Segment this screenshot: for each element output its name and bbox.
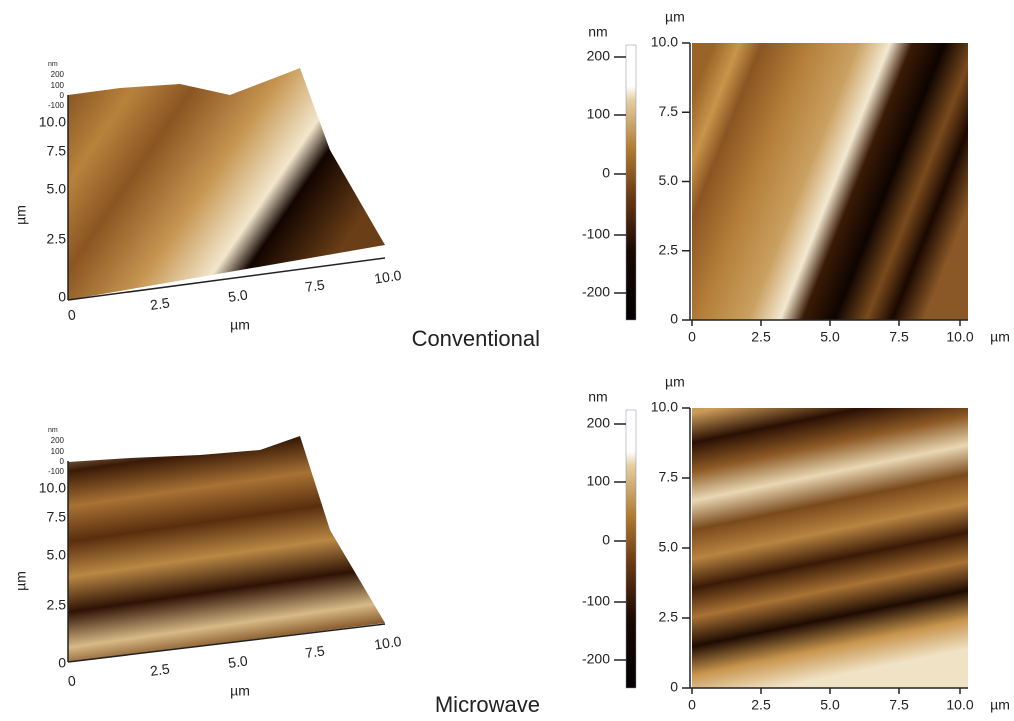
x-tick-label: 10.0 [373, 633, 402, 653]
map-y-unit: µm [665, 374, 685, 390]
map-x-tick-label: 5.0 [820, 329, 840, 345]
color-bar [626, 45, 636, 320]
y-tick-label: 0 [58, 655, 66, 671]
scale-unit: nm [588, 389, 607, 405]
map-x-tick-label: 2.5 [751, 329, 771, 345]
y-tick-label: 7.5 [47, 509, 67, 525]
x-tick-label: 10.0 [373, 267, 402, 287]
z-unit: nm [48, 427, 58, 434]
map-x-tick-label: 10.0 [946, 329, 973, 345]
map-x-tick-label: 7.5 [889, 697, 909, 713]
sample-label: Conventional [412, 326, 540, 351]
y-label: µm [13, 205, 29, 225]
x-tick-label: 5.0 [227, 286, 249, 305]
map-y-tick-label: 5.0 [659, 172, 679, 188]
x-tick-label: 7.5 [304, 642, 326, 661]
map-y-tick-label: 0 [670, 679, 678, 695]
y-tick-label: 2.5 [47, 597, 67, 613]
x-tick-label: 7.5 [304, 276, 326, 295]
map-x-tick-label: 7.5 [889, 329, 909, 345]
height-map [692, 408, 968, 688]
map-y-tick-label: 2.5 [659, 609, 679, 625]
figure: nm2001000-10002.55.07.510.0µm02.55.07.51… [0, 0, 1014, 716]
y-tick-label: 5.0 [47, 181, 67, 197]
map-x-tick-label: 10.0 [946, 697, 973, 713]
z-tick-label: 100 [51, 81, 65, 90]
scale-tick-label: 0 [602, 165, 610, 181]
scale-tick-label: 100 [587, 106, 611, 122]
y-label: µm [13, 571, 29, 591]
sample-label: Microwave [435, 692, 540, 716]
map-x-tick-label: 0 [688, 697, 696, 713]
z-tick-label: -100 [48, 467, 65, 476]
surface-3d [68, 68, 385, 300]
scale-tick-label: -200 [582, 651, 610, 667]
scale-tick-label: -200 [582, 284, 610, 300]
map-x-tick-label: 0 [688, 329, 696, 345]
scale-tick-label: 100 [587, 473, 611, 489]
x-tick-label: 2.5 [149, 294, 171, 313]
z-tick-label: 200 [51, 70, 65, 79]
map-y-unit: µm [665, 9, 685, 25]
x-tick-label: 0 [67, 306, 77, 323]
x-tick-label: 0 [67, 672, 77, 689]
z-tick-label: 100 [51, 447, 65, 456]
color-bar [626, 410, 636, 688]
surface-3d [68, 436, 385, 662]
x-tick-label: 2.5 [149, 660, 171, 679]
map-y-tick-label: 10.0 [651, 399, 678, 415]
y-tick-label: 2.5 [47, 231, 67, 247]
map-y-tick-label: 2.5 [659, 241, 679, 257]
map-x-tick-label: 5.0 [820, 697, 840, 713]
z-tick-label: 0 [60, 91, 65, 100]
scale-tick-label: 0 [602, 532, 610, 548]
scale-tick-label: -100 [582, 226, 610, 242]
scale-unit: nm [588, 24, 607, 40]
x-label: µm [230, 683, 250, 699]
y-tick-label: 7.5 [47, 143, 67, 159]
scale-tick-label: -100 [582, 593, 610, 609]
map-x-unit: µm [990, 329, 1010, 345]
map-y-tick-label: 7.5 [659, 469, 679, 485]
scale-tick-label: 200 [587, 48, 611, 64]
x-label: µm [230, 317, 250, 333]
map-y-tick-label: 7.5 [659, 103, 679, 119]
z-tick-label: 200 [51, 436, 65, 445]
z-tick-label: 0 [60, 457, 65, 466]
z-tick-label: -100 [48, 101, 65, 110]
y-tick-label: 5.0 [47, 547, 67, 563]
scale-tick-label: 200 [587, 415, 611, 431]
y-tick-label: 0 [58, 289, 66, 305]
map-y-tick-label: 5.0 [659, 539, 679, 555]
z-unit: nm [48, 61, 58, 68]
y-tick-label: 10.0 [39, 480, 66, 496]
height-map [692, 43, 968, 320]
map-y-tick-label: 0 [670, 311, 678, 327]
map-x-tick-label: 2.5 [751, 697, 771, 713]
map-y-tick-label: 10.0 [651, 34, 678, 50]
y-tick-label: 10.0 [39, 114, 66, 130]
x-tick-label: 5.0 [227, 652, 249, 671]
map-x-unit: µm [990, 697, 1010, 713]
